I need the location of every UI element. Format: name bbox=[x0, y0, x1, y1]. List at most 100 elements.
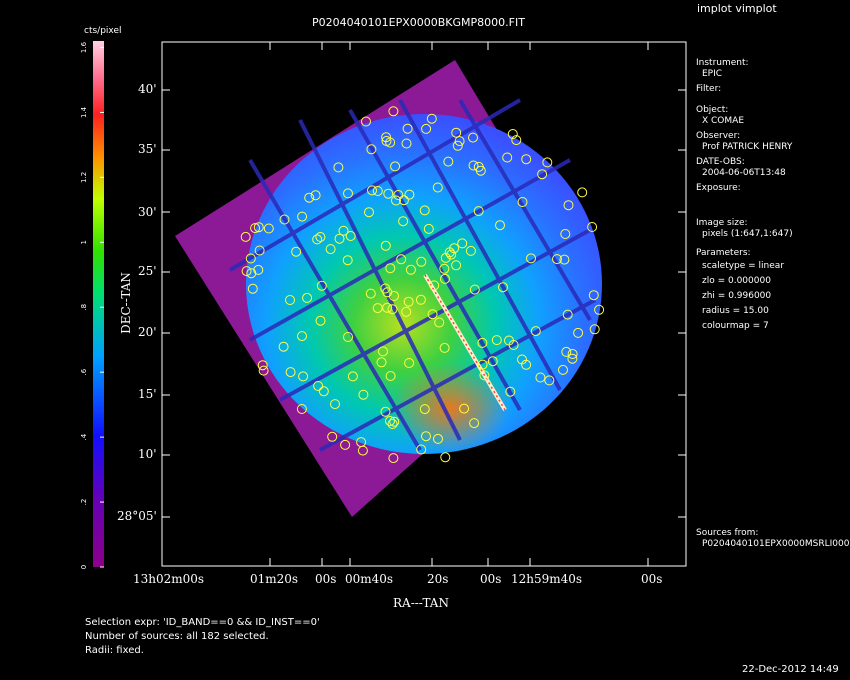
source-circle bbox=[498, 282, 508, 293]
source-circle bbox=[285, 367, 296, 378]
source-circle bbox=[253, 264, 264, 275]
timestamp: 22-Dec-2012 14:49 bbox=[742, 664, 839, 675]
source-circle bbox=[421, 123, 432, 134]
source-circle bbox=[253, 222, 264, 233]
source-circle bbox=[279, 214, 290, 225]
source-circle bbox=[426, 113, 437, 124]
source-circle bbox=[517, 197, 528, 207]
colorbar-tick-label: 1.4 bbox=[80, 106, 88, 118]
sources-panel: Sources from: P0204040101EPX0000MSRLI000… bbox=[696, 528, 850, 550]
source-circle bbox=[439, 342, 450, 353]
source-circle bbox=[440, 252, 451, 263]
source-circle bbox=[302, 292, 313, 303]
source-circle bbox=[361, 116, 371, 127]
source-circle bbox=[296, 404, 307, 414]
source-circle bbox=[245, 253, 256, 264]
source-circle bbox=[537, 169, 548, 180]
xtick-label: 13h02m00s bbox=[133, 572, 205, 586]
source-circle bbox=[433, 433, 443, 444]
readout-streak-core bbox=[424, 274, 506, 411]
colorbar-tick-label: 0 bbox=[80, 565, 88, 569]
colorbar-tick-label: .4 bbox=[80, 433, 88, 440]
source-circle bbox=[454, 136, 465, 147]
source-circle bbox=[567, 353, 578, 364]
source-circle bbox=[589, 324, 600, 335]
source-circle bbox=[558, 364, 568, 375]
plot-frame bbox=[161, 41, 687, 567]
source-circle bbox=[443, 156, 454, 167]
source-circle bbox=[468, 160, 479, 171]
source-circle bbox=[312, 234, 323, 245]
source-circle bbox=[495, 220, 505, 231]
source-circle bbox=[378, 346, 388, 357]
source-circle bbox=[517, 354, 527, 365]
object-value: X COMAE bbox=[702, 116, 745, 126]
source-circle bbox=[380, 406, 391, 417]
source-circle bbox=[487, 356, 498, 367]
source-circle bbox=[338, 225, 349, 236]
y-axis-label: DEC--TAN bbox=[118, 272, 133, 334]
source-circle bbox=[504, 335, 514, 346]
source-circle bbox=[390, 161, 401, 172]
source-circle bbox=[304, 192, 315, 203]
date-value: 2004-06-06T13:48 bbox=[702, 168, 786, 178]
source-circle bbox=[388, 453, 399, 464]
colorbar-tick-label: .8 bbox=[80, 304, 88, 311]
param-line: zhi = 0.996000 bbox=[702, 291, 772, 301]
source-circle bbox=[381, 136, 392, 146]
source-circle bbox=[358, 389, 369, 400]
source-circle bbox=[404, 358, 415, 368]
source-circle bbox=[588, 290, 599, 301]
source-circle bbox=[459, 403, 470, 414]
exposure-label: Exposure: bbox=[696, 183, 741, 193]
source-circle bbox=[247, 283, 258, 294]
x-axis-label: RA---TAN bbox=[393, 596, 449, 610]
source-circle bbox=[419, 404, 430, 415]
source-circle bbox=[342, 255, 353, 266]
source-circle bbox=[364, 207, 374, 218]
source-circle bbox=[468, 132, 478, 143]
source-circle bbox=[381, 132, 392, 143]
source-circle bbox=[345, 231, 356, 241]
observer-label: Observer: bbox=[696, 131, 741, 141]
source-circle bbox=[387, 304, 398, 315]
source-circle bbox=[477, 337, 488, 348]
source-circle bbox=[416, 444, 427, 455]
selection-expression: Selection expr: 'ID_BAND==0 && ID_INST==… bbox=[85, 617, 320, 628]
source-circle bbox=[241, 266, 252, 277]
filter-label: Filter: bbox=[696, 84, 722, 94]
ytick-label: 15' bbox=[138, 387, 157, 401]
source-circle bbox=[479, 370, 490, 381]
source-circle bbox=[385, 371, 396, 381]
source-circle bbox=[401, 138, 412, 149]
source-circle bbox=[278, 341, 289, 352]
hot-region bbox=[390, 363, 510, 453]
source-circle bbox=[402, 123, 413, 134]
source-circle bbox=[297, 211, 308, 222]
source-circle bbox=[491, 335, 502, 346]
source-circle bbox=[446, 249, 457, 260]
ytick-label: 28°05' bbox=[117, 509, 157, 523]
xtick-label: 00m40s bbox=[345, 572, 394, 586]
colorbar-unit-label: cts/pixel bbox=[84, 26, 122, 36]
source-circle bbox=[511, 135, 522, 146]
observer-value: Prof PATRICK HENRY bbox=[702, 142, 793, 152]
ytick-label: 10' bbox=[138, 447, 157, 461]
source-circle bbox=[315, 232, 326, 242]
source-circle bbox=[389, 291, 399, 301]
source-circle bbox=[388, 106, 399, 117]
source-circle bbox=[318, 386, 329, 397]
source-circle bbox=[469, 418, 480, 429]
source-circle bbox=[465, 245, 476, 256]
colorbar-tick-label: .6 bbox=[80, 368, 88, 375]
xtick-label: 00s bbox=[480, 572, 502, 586]
source-circle bbox=[365, 288, 376, 299]
source-circle bbox=[563, 200, 574, 211]
colorbar-ticks: 0 .2 .4 .6 .8 1 1.2 1.4 1.6 bbox=[80, 41, 104, 569]
source-circle bbox=[327, 431, 338, 442]
source-circle bbox=[560, 229, 571, 239]
source-circle bbox=[263, 223, 274, 234]
source-count: Number of sources: all 182 selected. bbox=[85, 631, 269, 642]
source-circle bbox=[393, 190, 404, 200]
